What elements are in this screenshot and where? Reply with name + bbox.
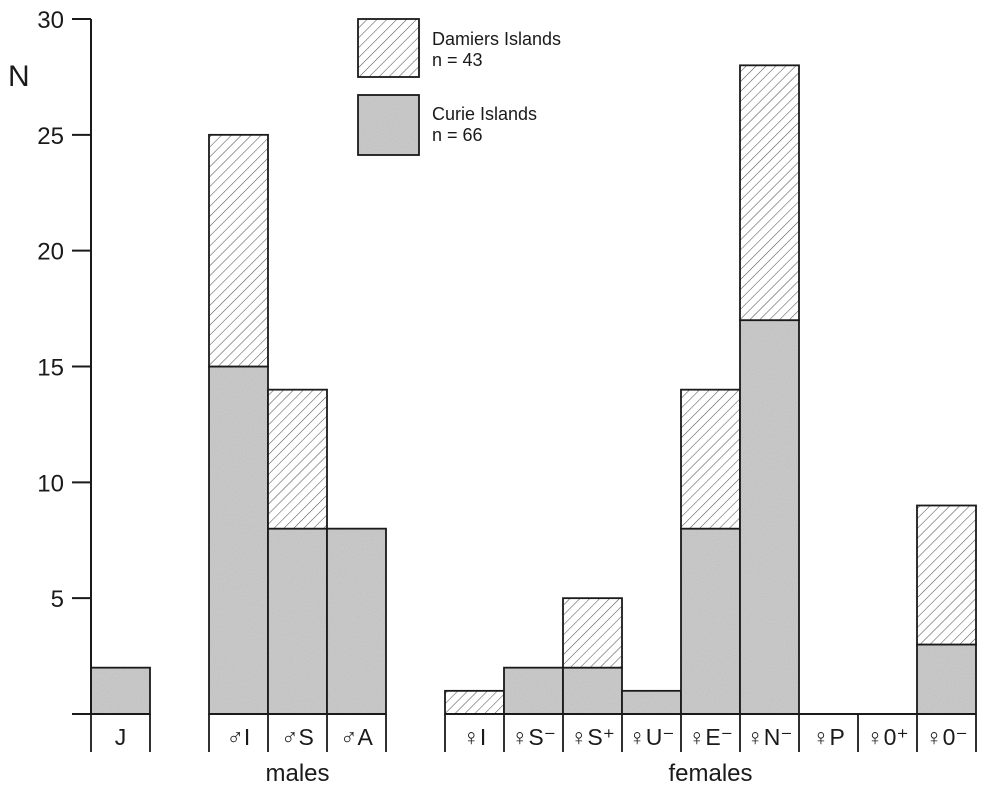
bar-curie-grain-5 <box>505 668 562 713</box>
x-tick-label-2: ♂S <box>281 724 314 750</box>
bar-curie-grain-6 <box>564 668 621 713</box>
y-axis-label: N <box>8 60 30 93</box>
group-label-males: males <box>265 760 329 787</box>
bar-curie-grain-3 <box>328 529 385 713</box>
x-tick-label-5: ♀S⁻ <box>511 724 556 750</box>
bar-damiers-12 <box>916 504 977 646</box>
legend-swatch-damiers <box>357 18 420 78</box>
legend-label-curie: Curie Islands <box>432 104 537 124</box>
x-tick-label-11: ♀0⁺ <box>866 724 908 750</box>
legend-swatch-curie-grain <box>359 96 418 154</box>
plot-area: 5 10 15 20 25 30 J ♂I ♂S ♂A ♀I ♀S⁻ ♀S⁺ ♀U⁻ ♀E⁻ ♀N⁻ ♀P ♀0⁺… <box>37 7 977 787</box>
bar-damiers-4 <box>444 689 505 715</box>
x-tick-label-8: ♀E⁻ <box>688 724 733 750</box>
x-tick-label-7: ♀U⁻ <box>629 724 675 750</box>
legend-n-curie: n = 66 <box>432 125 483 145</box>
bar-curie-grain-9 <box>741 321 798 713</box>
x-tick-label-1: ♂I <box>227 724 251 750</box>
y-tick-label-5: 5 <box>51 586 64 613</box>
x-tick-label-10: ♀P <box>812 724 845 750</box>
bar-damiers-9 <box>739 64 800 322</box>
bar-curie-grain-0 <box>92 668 149 713</box>
x-tick-label-3: ♂A <box>340 724 373 750</box>
x-tick-label-4: ♀I <box>463 724 487 750</box>
y-tick-label-20: 20 <box>37 239 64 266</box>
bar-curie-grain-2 <box>269 529 326 713</box>
x-tick-label-9: ♀N⁻ <box>747 724 793 750</box>
bar-curie-grain-8 <box>682 529 739 713</box>
bar-damiers-6 <box>562 597 623 669</box>
y-tick-label-30: 30 <box>37 7 64 34</box>
y-tick-label-25: 25 <box>37 123 64 150</box>
legend-label-damiers: Damiers Islands <box>432 29 561 49</box>
legend-n-damiers: n = 43 <box>432 50 483 70</box>
bar-curie-grain-12 <box>918 645 975 713</box>
x-tick-label-6: ♀S⁺ <box>570 724 615 750</box>
bar-curie-grain-1 <box>210 367 267 713</box>
x-tick-label-0: J <box>115 724 127 750</box>
bar-damiers-8 <box>680 388 741 530</box>
y-tick-label-10: 10 <box>37 470 64 497</box>
legend: Damiers Islands n = 43 Curie Islands n =… <box>357 18 561 156</box>
bar-curie-grain-7 <box>623 691 680 713</box>
group-label-females: females <box>668 760 752 787</box>
bar-damiers-1 <box>208 133 269 368</box>
y-tick-label-15: 15 <box>37 355 64 382</box>
x-tick-label-12: ♀0⁻ <box>925 724 967 750</box>
bar-damiers-2 <box>267 388 328 530</box>
